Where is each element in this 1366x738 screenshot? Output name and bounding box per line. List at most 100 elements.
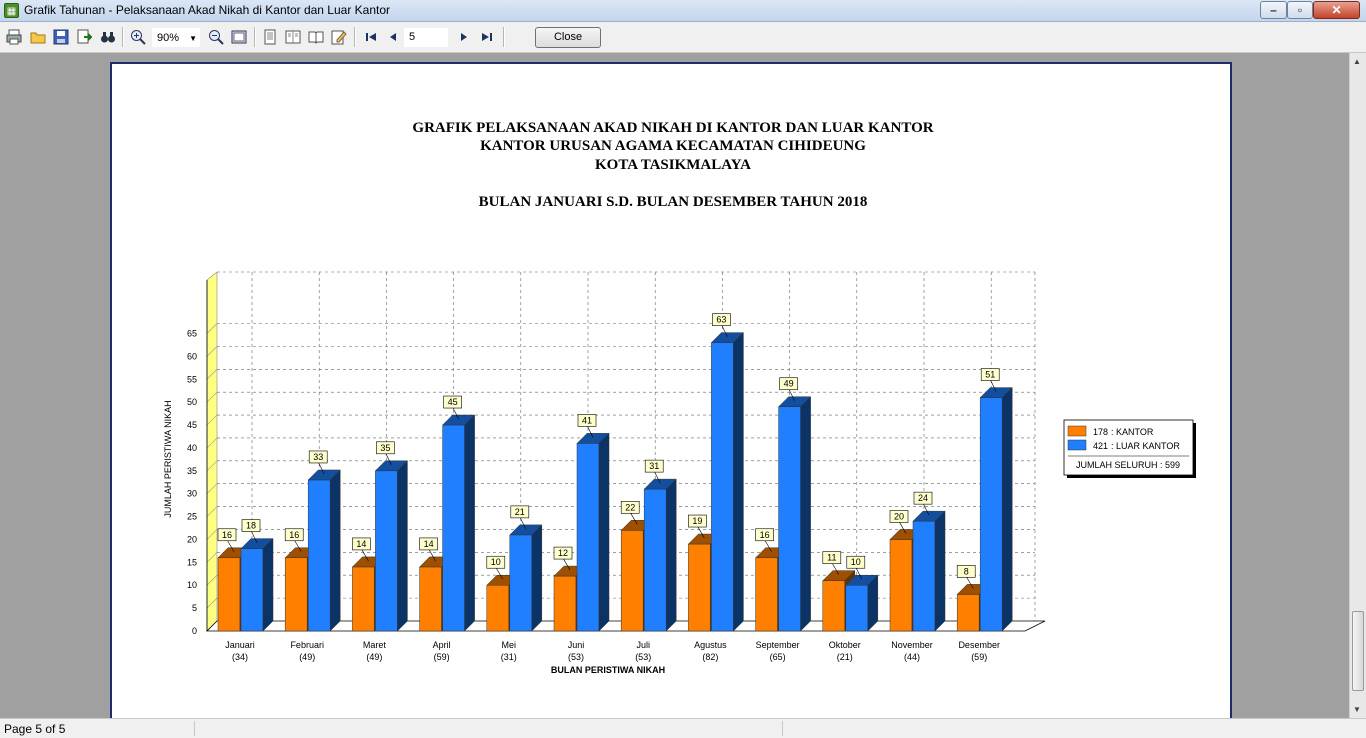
scroll-thumb[interactable] (1352, 611, 1364, 691)
gridline-diagonal (206, 575, 218, 586)
last-page-icon[interactable] (478, 28, 496, 46)
find-icon[interactable] (99, 28, 117, 46)
scroll-up-icon[interactable]: ▲ (1353, 57, 1361, 66)
x-tick-total: (21) (837, 652, 853, 662)
bar-side (464, 414, 475, 632)
legend-count: 421 (1093, 441, 1108, 451)
report-viewport[interactable]: GRAFIK PELAKSANAAN AKAD NIKAH DI KANTOR … (0, 53, 1349, 718)
book-icon[interactable] (307, 28, 325, 46)
data-label-leader (293, 539, 302, 552)
data-label: 16 (760, 530, 770, 540)
x-tick-label: September (756, 640, 800, 650)
bar (912, 520, 936, 632)
bar (822, 580, 846, 632)
data-label-leader (586, 425, 594, 438)
bar (307, 479, 331, 632)
data-label: 10 (491, 557, 501, 567)
x-tick-total: (34) (232, 652, 248, 662)
x-axis-title: BULAN PERISTIWA NIKAH (551, 665, 665, 675)
x-tick-label: Agustus (694, 640, 727, 650)
scroll-down-icon[interactable]: ▼ (1353, 705, 1361, 714)
zoom-out-icon[interactable] (207, 28, 225, 46)
maximize-icon: ▫ (1297, 3, 1303, 17)
x-tick-total: (49) (366, 652, 382, 662)
bar (956, 594, 980, 632)
data-label-box (712, 313, 731, 326)
x-tick-total: (49) (299, 652, 315, 662)
next-page-icon[interactable] (455, 28, 473, 46)
bar (845, 584, 869, 632)
app-icon: ▦ (4, 3, 19, 18)
data-label: 41 (582, 415, 592, 425)
data-label-leader (922, 503, 930, 516)
y-tick-label: 25 (187, 512, 197, 522)
legend-swatch (1067, 439, 1087, 451)
x-tick-label: Februari (290, 640, 324, 650)
x-tick-total: (59) (971, 652, 987, 662)
data-label-leader (653, 470, 661, 484)
page-number-input[interactable]: 5 (404, 28, 448, 47)
x-tick-label: Mei (502, 640, 517, 650)
gridline-diagonal (206, 369, 218, 380)
bar-side (867, 574, 879, 632)
data-label-leader (788, 388, 795, 401)
legend-label: : LUAR KANTOR (1111, 441, 1180, 451)
vertical-scrollbar[interactable]: ▲ ▼ (1349, 53, 1366, 718)
toolbar-separator (122, 27, 124, 47)
data-label-leader (428, 548, 436, 562)
bar-side (397, 460, 408, 632)
bar (620, 530, 644, 632)
first-page-icon[interactable] (362, 28, 380, 46)
data-label-leader (226, 539, 235, 552)
legend-count: 178 (1093, 427, 1108, 437)
gridline-diagonal (206, 346, 218, 357)
data-label: 45 (448, 397, 458, 407)
bar (576, 443, 600, 632)
legend-total: JUMLAH SELURUH : 599 (1076, 460, 1180, 470)
data-label: 49 (784, 379, 794, 389)
minimize-button[interactable]: – (1260, 1, 1287, 19)
zoom-in-icon[interactable] (129, 28, 147, 46)
previous-page-icon[interactable] (384, 28, 402, 46)
bar (509, 534, 533, 632)
minimize-icon: – (1270, 3, 1277, 17)
y-tick-label: 50 (187, 397, 197, 407)
data-label-box (846, 555, 866, 569)
close-button[interactable]: Close (535, 27, 601, 48)
save-icon[interactable] (52, 28, 70, 46)
bar-side (531, 524, 543, 632)
x-tick-total: (82) (702, 652, 718, 662)
x-tick-label: November (891, 640, 933, 650)
open-folder-icon[interactable] (29, 28, 47, 46)
export-icon[interactable] (75, 28, 93, 46)
y-tick-label: 35 (187, 466, 197, 476)
bar (486, 584, 510, 632)
status-divider (194, 721, 195, 736)
bar-side (262, 538, 274, 632)
y-tick-label: 20 (187, 534, 197, 544)
x-tick-label: Juli (636, 640, 650, 650)
bar (711, 342, 734, 632)
gridline-diagonal (206, 483, 218, 494)
two-pages-icon[interactable] (284, 28, 302, 46)
data-label-box (779, 377, 798, 391)
one-page-icon[interactable] (261, 28, 279, 46)
fit-page-icon[interactable] (230, 28, 248, 46)
bar (217, 557, 241, 632)
data-label-leader (519, 516, 527, 530)
data-label: 11 (827, 553, 836, 563)
maximize-button[interactable]: ▫ (1287, 1, 1313, 19)
close-window-button[interactable]: ✕ (1313, 1, 1360, 19)
bar-side (329, 469, 341, 632)
print-icon[interactable] (5, 28, 23, 46)
gridline-diagonal (206, 460, 218, 472)
edit-icon[interactable] (330, 28, 348, 46)
data-label: 33 (313, 452, 323, 462)
bar (778, 406, 801, 632)
zoom-select[interactable]: 90% ▼ (152, 28, 200, 47)
bar (979, 397, 1003, 632)
data-label-box (688, 514, 707, 528)
x-tick-label: Desember (958, 640, 1000, 650)
y-tick-label: 40 (187, 443, 197, 453)
y-tick-label: 65 (187, 329, 197, 339)
